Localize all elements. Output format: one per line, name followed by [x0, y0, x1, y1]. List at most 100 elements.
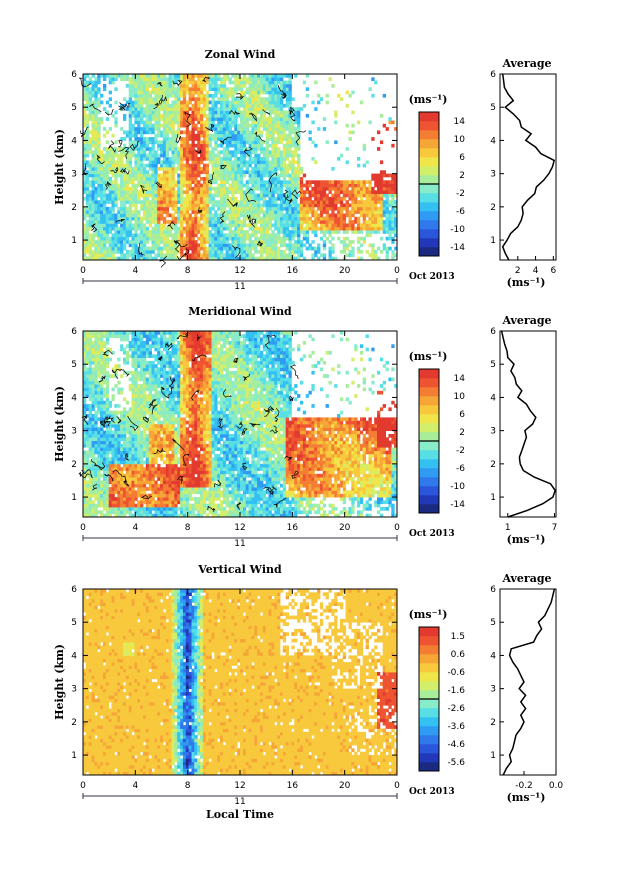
heatmap-cell	[257, 77, 261, 81]
heatmap-cell	[200, 200, 204, 204]
heatmap-cell	[271, 186, 275, 191]
heatmap-cell	[140, 236, 144, 241]
heatmap-cell	[171, 110, 175, 115]
heatmap-cell	[165, 203, 170, 208]
heatmap-cell	[231, 87, 235, 91]
heatmap-cell	[379, 173, 384, 178]
heatmap-cell	[91, 180, 95, 184]
heatmap-cell	[251, 177, 255, 181]
heatmap-cell	[142, 93, 147, 98]
heatmap-cell	[94, 513, 98, 518]
heatmap-cell	[202, 230, 207, 234]
heatmap-cell	[185, 223, 190, 228]
heatmap-cell	[111, 226, 115, 231]
heatmap-cell	[83, 143, 87, 148]
heatmap-cell	[234, 77, 238, 81]
heatmap-cell	[191, 203, 195, 208]
heatmap-cell	[274, 216, 278, 221]
heatmap-cell	[245, 87, 249, 91]
heatmap-cell	[294, 133, 298, 138]
heatmap-cell	[251, 233, 255, 238]
heatmap-cell	[214, 90, 218, 95]
heatmap-cell	[85, 430, 90, 435]
heatmap-cell	[105, 447, 110, 451]
heatmap-cell	[145, 127, 150, 131]
heatmap-cell	[282, 147, 287, 151]
heatmap-cell	[148, 213, 152, 218]
heatmap-cell	[319, 223, 324, 228]
heatmap-cell	[134, 240, 138, 244]
heatmap-cell	[337, 186, 341, 191]
heatmap-cell	[200, 246, 204, 251]
heatmap-cell	[354, 196, 358, 201]
heatmap-cell	[140, 110, 144, 115]
heatmap-cell	[134, 110, 138, 115]
heatmap-cell	[148, 137, 152, 141]
heatmap-cell	[88, 417, 92, 422]
heatmap-cell	[88, 190, 92, 194]
heatmap-cell	[245, 256, 249, 261]
heatmap-cell	[97, 200, 101, 204]
heatmap-cell	[177, 206, 181, 211]
heatmap-cell	[103, 226, 107, 231]
heatmap-cell	[165, 160, 170, 165]
heatmap-cell	[85, 487, 90, 491]
colorbar-swatch	[419, 193, 439, 203]
heatmap-cell	[379, 236, 384, 241]
heatmap-cell	[394, 190, 398, 194]
heatmap-cell	[108, 420, 112, 425]
heatmap-cell	[242, 103, 247, 108]
heatmap-cell	[182, 240, 187, 244]
heatmap-cell	[305, 213, 309, 218]
heatmap-cell	[160, 223, 164, 228]
heatmap-cell	[368, 220, 372, 224]
heatmap-cell	[231, 253, 235, 258]
heatmap-cell	[88, 170, 92, 174]
heatmap-cell	[91, 200, 95, 204]
heatmap-cell	[240, 77, 244, 81]
heatmap-cell	[165, 250, 170, 254]
heatmap-cell	[140, 167, 144, 171]
heatmap-cell	[148, 84, 152, 88]
heatmap-cell	[274, 157, 278, 161]
heatmap-cell	[337, 220, 341, 224]
heatmap-cell	[88, 223, 92, 228]
heatmap-cell	[188, 220, 192, 224]
heatmap-cell	[165, 230, 170, 234]
heatmap-cell	[345, 226, 349, 231]
heatmap-cell	[245, 137, 249, 141]
heatmap-cell	[108, 480, 112, 485]
heatmap-cell	[188, 206, 192, 211]
heatmap-cell	[357, 206, 361, 211]
heatmap-cell	[194, 107, 198, 111]
heatmap-cell	[202, 107, 207, 111]
heatmap-cell	[202, 190, 207, 194]
heatmap-cell	[379, 206, 384, 211]
heatmap-cell	[151, 233, 155, 238]
heatmap-cell	[365, 186, 369, 191]
heatmap-cell	[145, 143, 150, 148]
heatmap-cell	[168, 193, 172, 198]
heatmap-cell	[257, 230, 261, 234]
heatmap-cell	[265, 183, 269, 188]
heatmap-cell	[357, 230, 361, 234]
heatmap-cell	[211, 186, 215, 191]
heatmap-cell	[251, 77, 255, 81]
heatmap-cell	[108, 206, 112, 211]
heatmap-cell	[160, 160, 164, 165]
heatmap-cell	[151, 193, 155, 198]
heatmap-cell	[351, 190, 355, 194]
heatmap-cell	[125, 193, 130, 198]
heatmap-cell	[205, 193, 209, 198]
heatmap-cell	[388, 236, 392, 241]
heatmap-cell	[88, 210, 92, 214]
heatmap-cell	[160, 206, 164, 211]
heatmap-cell	[214, 180, 218, 184]
heatmap-cell	[114, 250, 118, 254]
heatmap-cell	[85, 173, 90, 178]
heatmap-cell	[191, 253, 195, 258]
heatmap-cell	[202, 110, 207, 115]
heatmap-cell	[282, 80, 287, 85]
heatmap-cell	[325, 206, 329, 211]
heatmap-cell	[234, 143, 238, 148]
